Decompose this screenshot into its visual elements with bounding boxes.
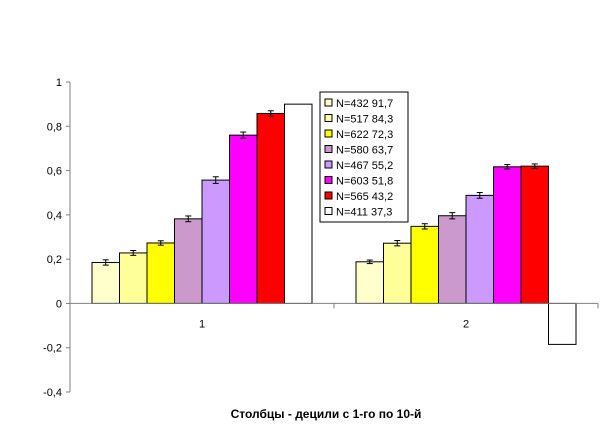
- y-tick-label: -0,4: [43, 387, 62, 399]
- legend-swatch: [324, 114, 333, 122]
- y-tick-label: 0: [56, 298, 62, 310]
- y-tick-label: 1: [56, 77, 62, 89]
- bar: [119, 252, 148, 304]
- legend-label: N=580 63,7: [336, 145, 393, 157]
- bar: [146, 242, 175, 304]
- legend: N=432 91,7 N=517 84,3 N=622 72,3 N=580 63,7…: [319, 91, 409, 223]
- y-tick-label: 0,6: [47, 166, 62, 178]
- bar: [548, 302, 577, 345]
- bar: [493, 166, 522, 304]
- bar: [410, 225, 439, 304]
- bar: [438, 215, 467, 304]
- bar: [465, 194, 494, 304]
- bar: [174, 218, 203, 304]
- legend-swatch: [324, 160, 333, 169]
- legend-label: N=565 43,2: [336, 191, 393, 203]
- legend-swatch: [324, 191, 333, 200]
- legend-label: N=622 72,3: [336, 129, 393, 141]
- legend-swatch: [324, 207, 333, 215]
- x-axis-title: Столбцы - децили с 1-го по 10-й: [231, 407, 422, 421]
- legend-label: N=517 84,3: [336, 114, 393, 126]
- legend-label: N=432 91,7: [336, 98, 393, 110]
- legend-swatch: [324, 129, 333, 138]
- legend-swatch: [324, 176, 333, 184]
- y-tick-label: 0,8: [47, 121, 62, 133]
- bar: [256, 112, 285, 304]
- legend-label: N=411 37,3: [336, 207, 392, 219]
- y-tick-label: -0,2: [43, 343, 62, 355]
- legend-swatch: [324, 98, 333, 107]
- legend-box: [319, 91, 409, 223]
- bar: [284, 103, 313, 304]
- legend-label: N=603 51,8: [336, 176, 393, 188]
- x-tick-label: 1: [199, 318, 205, 330]
- bar: [229, 134, 258, 304]
- y-tick-label: 0,2: [47, 254, 62, 266]
- bar: [520, 165, 549, 304]
- legend-label: N=467 55,2: [336, 160, 393, 172]
- legend-swatch: [324, 145, 333, 153]
- bar: [383, 242, 412, 304]
- bars: [91, 103, 577, 345]
- y-axis: 1 0,8 0,6 0,4 0,2 0 -0,2 -0,4: [43, 77, 71, 399]
- bar: [201, 179, 230, 304]
- y-tick-label: 0,4: [47, 210, 62, 222]
- bar: [355, 261, 384, 304]
- bar: [91, 261, 120, 304]
- x-tick-label: 2: [463, 318, 469, 330]
